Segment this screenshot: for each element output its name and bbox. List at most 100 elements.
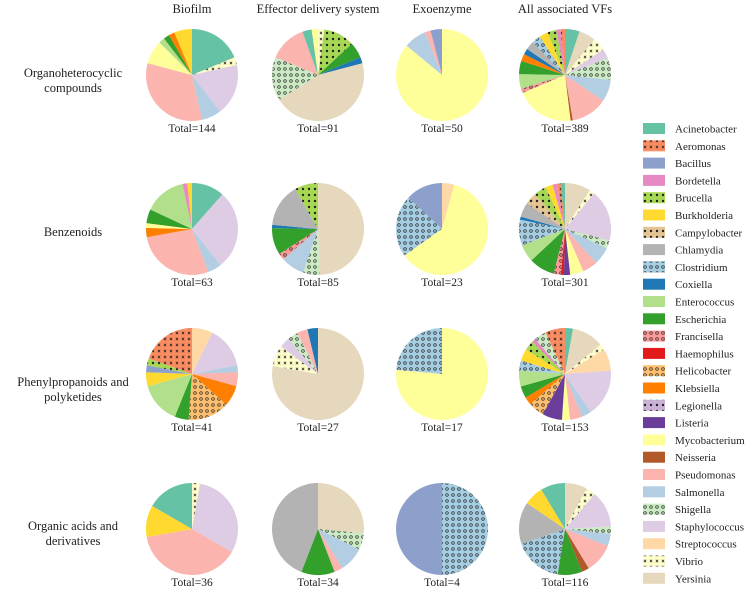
legend-label: Mycobacterium	[675, 435, 745, 447]
pie-slice-klebsiella	[521, 54, 565, 75]
pie-organoheterocyclic-compounds-all-associated-vfs	[519, 29, 612, 121]
pie-slice-acinetobacter	[565, 29, 580, 75]
total-label: Total=144	[168, 123, 215, 135]
pie-slice-pseudomonas	[297, 329, 318, 374]
pie-slice-brucella	[547, 29, 565, 75]
pie-slice-salmonella	[283, 229, 318, 273]
legend-swatch	[643, 140, 665, 152]
legend-item-bordetella: Bordetella	[643, 174, 721, 187]
pie-slice-shigella	[271, 57, 318, 100]
pie-benzenoids-exoenzyme	[395, 183, 489, 276]
pie-slice-yersinia	[565, 183, 590, 229]
pie-slice-staphylococcus	[565, 493, 611, 529]
pie-slice-klebsiella	[192, 374, 237, 405]
pie-slice-aeromonas	[545, 328, 565, 374]
legend-item-klebsiella: Klebsiella	[643, 382, 720, 395]
pie-slice-streptococcus	[442, 183, 455, 229]
pie-slice-vibrio	[565, 488, 595, 529]
pie-slice-neisseria	[565, 529, 589, 572]
legend-label: Klebsiella	[675, 383, 720, 395]
legend-item-haemophilus: Haemophilus	[643, 347, 734, 360]
pie-slice-mycobacterium	[311, 29, 318, 75]
legend-label: Bacillus	[675, 158, 711, 170]
pie-slice-staphylococcus	[192, 483, 239, 552]
pie-slice-staphylococcus	[281, 338, 318, 374]
legend-item-clostridium: Clostridium	[643, 261, 728, 274]
pie-slice-francisella	[553, 229, 565, 275]
legend-label: Vibrio	[675, 556, 704, 568]
pie-slice-mycobacterium	[522, 75, 571, 121]
pie-slice-chlamydia	[272, 189, 318, 229]
legend-swatch	[643, 469, 665, 480]
pie-slice-coxiella	[318, 57, 363, 75]
legend-label: Bordetella	[675, 175, 721, 187]
pie-slice-vibrio	[565, 190, 595, 229]
legend-item-staphylococcus: Staphylococcus	[643, 520, 744, 533]
legend-label: Brucella	[675, 193, 712, 205]
pie-slice-mycobacterium	[561, 374, 571, 420]
pie-slice-mycobacterium	[147, 42, 192, 75]
pie-slice-vibrio	[565, 39, 604, 75]
legend-item-acinetobacter: Acinetobacter	[643, 123, 737, 136]
pie-slice-yersinia	[318, 483, 364, 534]
pie-slice-klebsiella	[146, 227, 192, 238]
pie-slice-pseudomonas	[565, 374, 582, 420]
pie-organoheterocyclic-compounds-exoenzyme	[396, 29, 489, 121]
pie-slice-clostridium	[521, 529, 565, 575]
pie-slice-pseudomonas	[318, 529, 343, 572]
pie-slice-shigella	[535, 332, 565, 374]
total-label: Total=4	[424, 577, 460, 589]
pie-slice-neisseria	[565, 75, 573, 121]
pie-slice-chlamydia	[520, 203, 565, 229]
pie-slice-enterococcus	[159, 38, 192, 75]
legend-label: Yersinia	[675, 573, 711, 585]
pie-slice-acinetobacter	[192, 29, 235, 75]
legend-item-helicobacter: Helicobacter	[643, 365, 732, 378]
legend-item-mycobacterium: Mycobacterium	[643, 434, 745, 447]
pie-slice-escherichia	[301, 529, 335, 575]
pie-slice-enterococcus	[519, 370, 565, 387]
pie-slice-acinetobacter	[192, 183, 223, 229]
pie-slice-pseudomonas	[565, 229, 597, 272]
pie-slice-yersinia	[565, 31, 595, 76]
legend-swatch	[643, 278, 665, 290]
pie-slice-escherichia	[519, 60, 565, 75]
total-label: Total=389	[541, 123, 588, 135]
legend-item-brucella: Brucella	[643, 192, 712, 205]
legend-item-enterococcus: Enterococcus	[643, 296, 734, 309]
pie-slice-aeromonas	[556, 183, 565, 229]
pie-slice-coxiella	[519, 216, 565, 229]
pie-slice-klebsiella	[525, 374, 565, 405]
pie-slice-pseudomonas	[275, 31, 318, 75]
legend-item-listeria: Listeria	[643, 417, 709, 430]
column-header: Exoenzyme	[412, 2, 471, 16]
pie-slice-brucella	[318, 29, 352, 75]
pie-slice-helicobacter	[530, 374, 565, 415]
legend-item-francisella: Francisella	[643, 330, 723, 343]
legend-label: Pseudomonas	[675, 470, 736, 482]
total-label: Total=301	[541, 277, 588, 289]
row-label: Organic acids and derivatives	[28, 519, 119, 548]
pie-slice-chlamydia	[272, 483, 318, 572]
pie-slice-staphylococcus	[192, 65, 238, 112]
total-label: Total=116	[542, 577, 589, 589]
pie-slice-clostridium	[532, 36, 565, 75]
pie-slice-staphylococcus	[565, 370, 611, 413]
total-label: Total=63	[171, 277, 213, 289]
pie-slice-burkholderia	[145, 506, 192, 537]
legend-swatch	[643, 399, 665, 411]
total-label: Total=85	[297, 277, 339, 289]
pie-slice-acinetobacter	[565, 328, 574, 374]
legend-item-burkholderia: Burkholderia	[643, 209, 733, 222]
legend-swatch	[643, 555, 665, 567]
total-label: Total=23	[421, 277, 463, 289]
total-label: Total=34	[297, 577, 339, 589]
pie-slice-pseudomonas	[192, 372, 239, 387]
pie-slice-pseudomonas	[146, 63, 202, 122]
total-label: Total=41	[171, 422, 213, 434]
pie-slice-brucella	[295, 183, 318, 229]
pie-slice-yersinia	[272, 328, 365, 420]
pie-slice-staphylococcus	[192, 194, 239, 266]
legend-swatch	[643, 520, 665, 532]
pie-organic-acids-and-derivatives-effector-delivery-system	[272, 483, 364, 575]
